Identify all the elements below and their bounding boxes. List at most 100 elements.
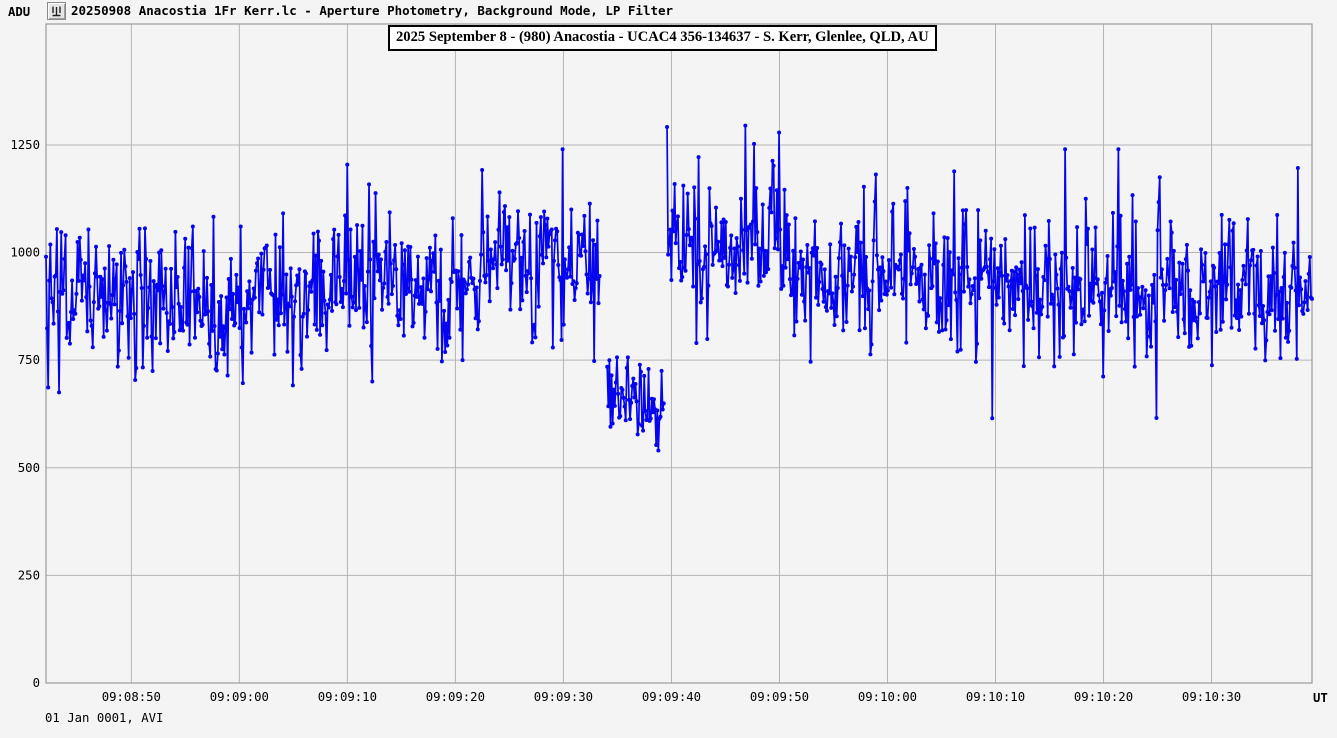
data-point-marker [450, 280, 454, 284]
data-point-marker [756, 284, 760, 288]
data-point-marker [228, 307, 232, 311]
data-point-marker [1234, 298, 1238, 302]
data-point-marker [1271, 246, 1275, 250]
data-point-marker [60, 292, 64, 296]
data-point-marker [335, 254, 339, 258]
data-point-marker [62, 257, 66, 261]
data-point-marker [1156, 228, 1160, 232]
data-point-marker [743, 124, 747, 128]
data-point-marker [879, 299, 883, 303]
data-point-marker [1232, 221, 1236, 225]
data-point-marker [507, 215, 511, 219]
data-point-marker [910, 271, 914, 275]
data-point-marker [787, 223, 791, 227]
data-point-marker [806, 271, 810, 275]
data-point-marker [616, 392, 620, 396]
data-point-marker [1301, 312, 1305, 316]
data-point-marker [1289, 286, 1293, 290]
data-point-marker [1197, 300, 1201, 304]
data-point-marker [1115, 244, 1119, 248]
data-point-marker [245, 289, 249, 293]
data-point-marker [707, 186, 711, 190]
data-point-marker [928, 257, 932, 261]
data-point-marker [544, 255, 548, 259]
data-point-marker [705, 337, 709, 341]
data-point-marker [1096, 277, 1100, 281]
data-point-marker [1255, 263, 1259, 267]
data-point-marker [790, 292, 794, 296]
data-point-marker [48, 243, 52, 247]
data-point-marker [1033, 226, 1037, 230]
data-point-marker [837, 256, 841, 260]
data-point-marker [939, 303, 943, 307]
data-point-marker [362, 326, 366, 330]
data-point-marker [936, 260, 940, 264]
data-point-marker [349, 228, 353, 232]
data-point-marker [1203, 251, 1207, 255]
data-point-marker [811, 246, 815, 250]
data-point-marker [158, 341, 162, 345]
data-point-marker [55, 227, 59, 231]
data-point-marker [1221, 320, 1225, 324]
data-point-marker [785, 213, 789, 217]
data-point-marker [74, 292, 78, 296]
data-point-marker [131, 270, 135, 274]
data-point-marker [1270, 308, 1274, 312]
data-point-marker [1189, 344, 1193, 348]
data-point-marker [759, 280, 763, 284]
data-point-marker [831, 300, 835, 304]
recording-date-format-label: 01 Jan 0001, AVI [45, 711, 163, 725]
data-point-marker [206, 309, 210, 313]
data-point-marker [649, 417, 653, 421]
data-point-marker [920, 263, 924, 267]
data-point-marker [116, 365, 120, 369]
data-point-marker [381, 286, 385, 290]
data-point-marker [952, 169, 956, 173]
data-point-marker [974, 360, 978, 364]
data-point-marker [1116, 147, 1120, 151]
data-point-marker [121, 283, 125, 287]
data-point-marker [1094, 225, 1098, 229]
data-point-marker [1294, 288, 1298, 292]
data-point-marker [128, 276, 132, 280]
data-point-marker [730, 276, 734, 280]
data-point-marker [841, 328, 845, 332]
data-point-marker [182, 266, 186, 270]
data-point-marker [660, 369, 664, 373]
data-point-marker [278, 245, 282, 249]
data-point-marker [765, 249, 769, 253]
data-point-marker [523, 229, 527, 233]
data-point-marker [227, 277, 231, 281]
data-point-marker [122, 248, 126, 252]
y-tick-label: 750 [18, 353, 40, 367]
data-point-marker [867, 288, 871, 292]
data-point-marker [1057, 303, 1061, 307]
data-point-marker [383, 250, 387, 254]
data-point-marker [399, 317, 403, 321]
data-point-marker [215, 368, 219, 372]
data-point-marker [405, 286, 409, 290]
data-point-marker [545, 217, 549, 221]
data-point-marker [195, 310, 199, 314]
data-point-marker [1227, 218, 1231, 222]
data-point-marker [1038, 298, 1042, 302]
data-point-marker [94, 245, 98, 249]
data-point-marker [330, 309, 334, 313]
data-point-marker [659, 415, 663, 419]
y-tick-label: 0 [33, 676, 40, 690]
data-point-marker [886, 289, 890, 293]
data-point-marker [1188, 288, 1192, 292]
data-point-marker [218, 335, 222, 339]
data-point-marker [1039, 312, 1043, 316]
data-point-marker [1246, 217, 1250, 221]
data-point-marker [567, 245, 571, 249]
data-point-marker [1213, 284, 1217, 288]
data-point-marker [1099, 322, 1103, 326]
data-point-marker [721, 264, 725, 268]
data-point-marker [897, 268, 901, 272]
data-point-marker [962, 290, 966, 294]
data-point-marker [611, 422, 615, 426]
data-point-marker [654, 443, 658, 447]
data-point-marker [262, 268, 266, 272]
data-point-marker [968, 301, 972, 305]
